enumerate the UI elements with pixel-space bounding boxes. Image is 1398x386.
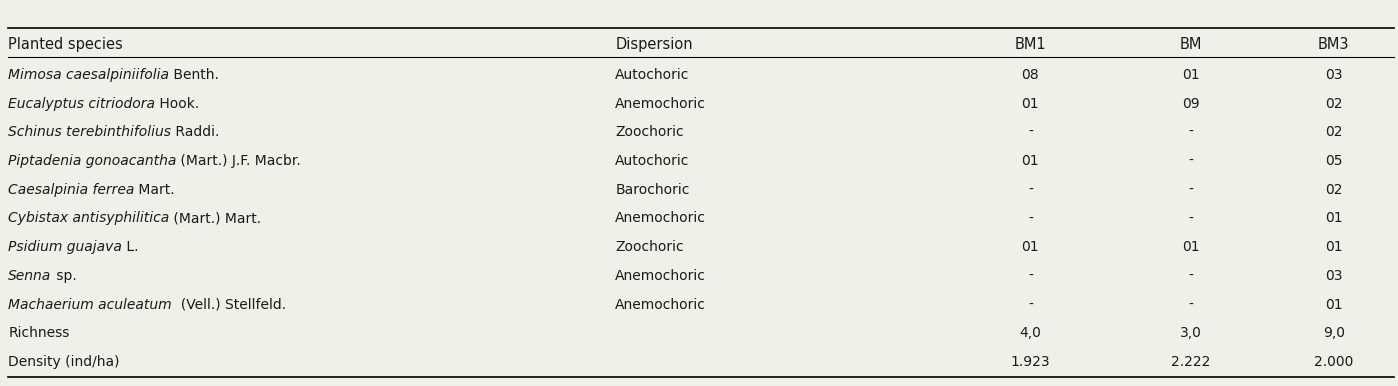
Text: -: - <box>1188 212 1194 225</box>
Text: Benth.: Benth. <box>169 68 219 82</box>
Text: 08: 08 <box>1022 68 1039 82</box>
Text: -: - <box>1028 269 1033 283</box>
Text: Schinus terebinthifolius: Schinus terebinthifolius <box>8 125 172 139</box>
Text: Dispersion: Dispersion <box>615 37 693 52</box>
Text: L.: L. <box>122 240 138 254</box>
Text: 01: 01 <box>1022 154 1039 168</box>
Text: Anemochoric: Anemochoric <box>615 212 706 225</box>
Text: 02: 02 <box>1325 96 1342 110</box>
Text: BM1: BM1 <box>1015 37 1046 52</box>
Text: -: - <box>1028 125 1033 139</box>
Text: 01: 01 <box>1022 240 1039 254</box>
Text: -: - <box>1188 298 1194 312</box>
Text: Anemochoric: Anemochoric <box>615 269 706 283</box>
Text: -: - <box>1188 154 1194 168</box>
Text: BM3: BM3 <box>1318 37 1349 52</box>
Text: BM: BM <box>1180 37 1202 52</box>
Text: -: - <box>1188 125 1194 139</box>
Text: 1.923: 1.923 <box>1011 355 1050 369</box>
Text: 03: 03 <box>1325 68 1342 82</box>
Text: Mart.: Mart. <box>134 183 175 197</box>
Text: Eucalyptus citriodora: Eucalyptus citriodora <box>8 96 155 110</box>
Text: -: - <box>1188 269 1194 283</box>
Text: 01: 01 <box>1181 68 1199 82</box>
Text: 01: 01 <box>1325 298 1342 312</box>
Text: Anemochoric: Anemochoric <box>615 96 706 110</box>
Text: Density (ind/ha): Density (ind/ha) <box>8 355 120 369</box>
Text: Hook.: Hook. <box>155 96 200 110</box>
Text: Planted species: Planted species <box>8 37 123 52</box>
Text: sp.: sp. <box>52 269 77 283</box>
Text: Anemochoric: Anemochoric <box>615 298 706 312</box>
Text: 05: 05 <box>1325 154 1342 168</box>
Text: Autochoric: Autochoric <box>615 68 689 82</box>
Text: 2.222: 2.222 <box>1172 355 1211 369</box>
Text: (Mart.) Mart.: (Mart.) Mart. <box>169 212 261 225</box>
Text: Senna: Senna <box>8 269 52 283</box>
Text: (Vell.) Stellfeld.: (Vell.) Stellfeld. <box>172 298 285 312</box>
Text: Mimosa caesalpiniifolia: Mimosa caesalpiniifolia <box>8 68 169 82</box>
Text: 4,0: 4,0 <box>1019 327 1042 340</box>
Text: -: - <box>1028 183 1033 197</box>
Text: 2.000: 2.000 <box>1314 355 1353 369</box>
Text: Richness: Richness <box>8 327 70 340</box>
Text: -: - <box>1028 212 1033 225</box>
Text: 9,0: 9,0 <box>1323 327 1345 340</box>
Text: 09: 09 <box>1181 96 1199 110</box>
Text: Barochoric: Barochoric <box>615 183 689 197</box>
Text: 03: 03 <box>1325 269 1342 283</box>
Text: Raddi.: Raddi. <box>171 125 219 139</box>
Text: Psidium guajava: Psidium guajava <box>8 240 122 254</box>
Text: 01: 01 <box>1181 240 1199 254</box>
Text: 01: 01 <box>1022 96 1039 110</box>
Text: 3,0: 3,0 <box>1180 327 1202 340</box>
Text: Piptadenia gonoacantha: Piptadenia gonoacantha <box>8 154 176 168</box>
Text: -: - <box>1188 183 1194 197</box>
Text: 01: 01 <box>1325 212 1342 225</box>
Text: Cybistax antisyphilitica: Cybistax antisyphilitica <box>8 212 169 225</box>
Text: 01: 01 <box>1325 240 1342 254</box>
Text: Machaerium aculeatum: Machaerium aculeatum <box>8 298 172 312</box>
Text: (Mart.) J.F. Macbr.: (Mart.) J.F. Macbr. <box>176 154 301 168</box>
Text: 02: 02 <box>1325 125 1342 139</box>
Text: -: - <box>1028 298 1033 312</box>
Text: Zoochoric: Zoochoric <box>615 125 684 139</box>
Text: Autochoric: Autochoric <box>615 154 689 168</box>
Text: Zoochoric: Zoochoric <box>615 240 684 254</box>
Text: Caesalpinia ferrea: Caesalpinia ferrea <box>8 183 134 197</box>
Text: 02: 02 <box>1325 183 1342 197</box>
